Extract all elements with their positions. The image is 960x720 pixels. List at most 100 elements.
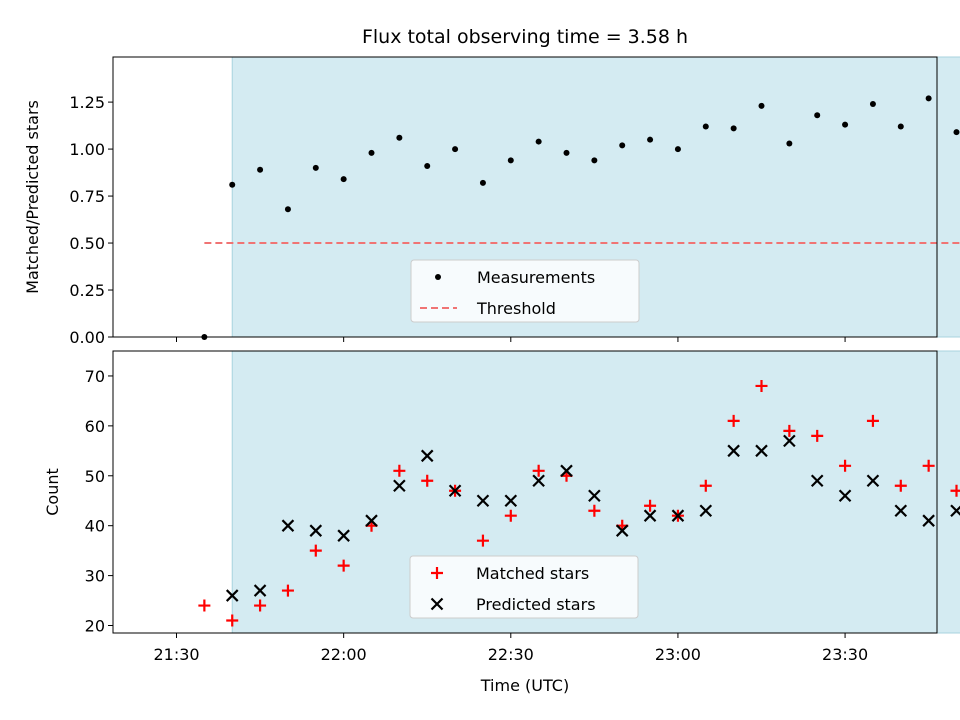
x-tick-label: 21:30 xyxy=(153,645,199,664)
data-point xyxy=(309,524,323,537)
data-point xyxy=(229,181,236,188)
data-point xyxy=(671,509,685,522)
x-tick-label: 23:00 xyxy=(655,645,701,664)
series-matched-stars xyxy=(198,379,960,627)
series-predicted-stars xyxy=(225,434,960,602)
legend xyxy=(409,555,639,619)
data-point xyxy=(535,138,542,145)
data-point xyxy=(699,504,713,517)
y-tick-label: 60 xyxy=(85,417,105,436)
y-tick-label: 0.00 xyxy=(69,328,105,347)
data-point xyxy=(225,589,239,602)
data-point xyxy=(226,614,239,627)
y-tick-label: 50 xyxy=(85,467,105,486)
data-point xyxy=(257,166,264,173)
data-point xyxy=(866,474,880,488)
data-point xyxy=(950,504,960,517)
data-point xyxy=(337,559,350,572)
data-point xyxy=(591,157,598,164)
panel-ratio xyxy=(108,56,960,342)
data-point xyxy=(312,164,319,171)
data-point xyxy=(588,489,601,503)
data-point xyxy=(420,449,434,463)
data-point xyxy=(365,514,378,527)
legend-label: Threshold xyxy=(476,299,556,318)
data-point xyxy=(532,464,545,477)
data-point xyxy=(699,479,712,492)
y-tick-label: 40 xyxy=(85,517,105,536)
data-point xyxy=(730,125,737,132)
data-point xyxy=(452,146,459,153)
data-point xyxy=(309,544,322,557)
data-point xyxy=(476,534,489,547)
data-point xyxy=(674,146,681,153)
y-tick-label: 1.00 xyxy=(69,140,105,159)
legend-marker xyxy=(435,274,441,280)
chart-title: Flux total observing time = 3.58 h xyxy=(362,26,688,48)
y-tick-label: 0.50 xyxy=(69,234,105,253)
data-point xyxy=(755,379,768,392)
data-point xyxy=(368,149,375,156)
data-point xyxy=(783,424,796,437)
legend-marker xyxy=(431,567,443,579)
y-tick-label: 30 xyxy=(85,567,105,586)
panel-count xyxy=(108,350,960,638)
legend-label: Matched stars xyxy=(476,564,589,583)
data-point xyxy=(647,136,654,143)
legend-label: Measurements xyxy=(477,268,595,287)
data-point xyxy=(284,206,291,213)
data-point xyxy=(254,599,267,612)
data-point xyxy=(281,584,294,597)
data-point xyxy=(504,509,517,522)
data-point xyxy=(894,479,907,492)
data-point xyxy=(922,514,935,527)
data-point xyxy=(811,429,824,442)
data-point xyxy=(337,529,350,542)
data-point xyxy=(922,459,935,472)
data-point xyxy=(842,121,849,128)
series-measurements xyxy=(201,95,960,340)
data-point xyxy=(448,484,462,498)
data-point xyxy=(532,474,545,488)
legend-label: Predicted stars xyxy=(476,595,596,614)
data-point xyxy=(953,129,960,136)
data-point xyxy=(786,140,793,147)
x-tick-label: 22:30 xyxy=(488,645,534,664)
x-tick-label: 22:00 xyxy=(321,645,367,664)
y-tick-label: 20 xyxy=(85,617,105,636)
data-point xyxy=(396,134,403,141)
data-point xyxy=(925,95,932,102)
data-point xyxy=(838,489,852,503)
data-point xyxy=(198,599,211,612)
data-point xyxy=(588,504,601,517)
data-point xyxy=(869,100,876,107)
data-point xyxy=(421,474,434,487)
data-point xyxy=(758,102,765,109)
legend-box xyxy=(409,555,639,619)
data-point xyxy=(615,524,629,537)
data-point xyxy=(810,474,824,488)
y-tick-label: 0.75 xyxy=(69,187,105,206)
x-axis-label: Time (UTC) xyxy=(480,676,569,695)
data-point xyxy=(476,494,490,508)
data-point xyxy=(644,499,657,512)
x-tick-label: 23:30 xyxy=(822,645,868,664)
data-point xyxy=(393,464,406,477)
data-point xyxy=(755,444,768,458)
y-axis-label: Count xyxy=(43,468,62,516)
data-point xyxy=(560,464,573,478)
y-tick-label: 70 xyxy=(85,367,105,386)
data-point xyxy=(424,162,431,169)
data-point xyxy=(507,157,514,164)
legend-marker xyxy=(430,597,444,611)
data-point xyxy=(783,434,796,448)
data-point xyxy=(479,179,486,186)
data-point xyxy=(814,112,821,119)
axes-frame xyxy=(112,56,938,338)
data-point xyxy=(504,494,518,508)
data-point xyxy=(281,519,295,532)
data-point xyxy=(563,149,570,156)
data-point xyxy=(866,414,879,427)
data-point xyxy=(950,484,960,497)
